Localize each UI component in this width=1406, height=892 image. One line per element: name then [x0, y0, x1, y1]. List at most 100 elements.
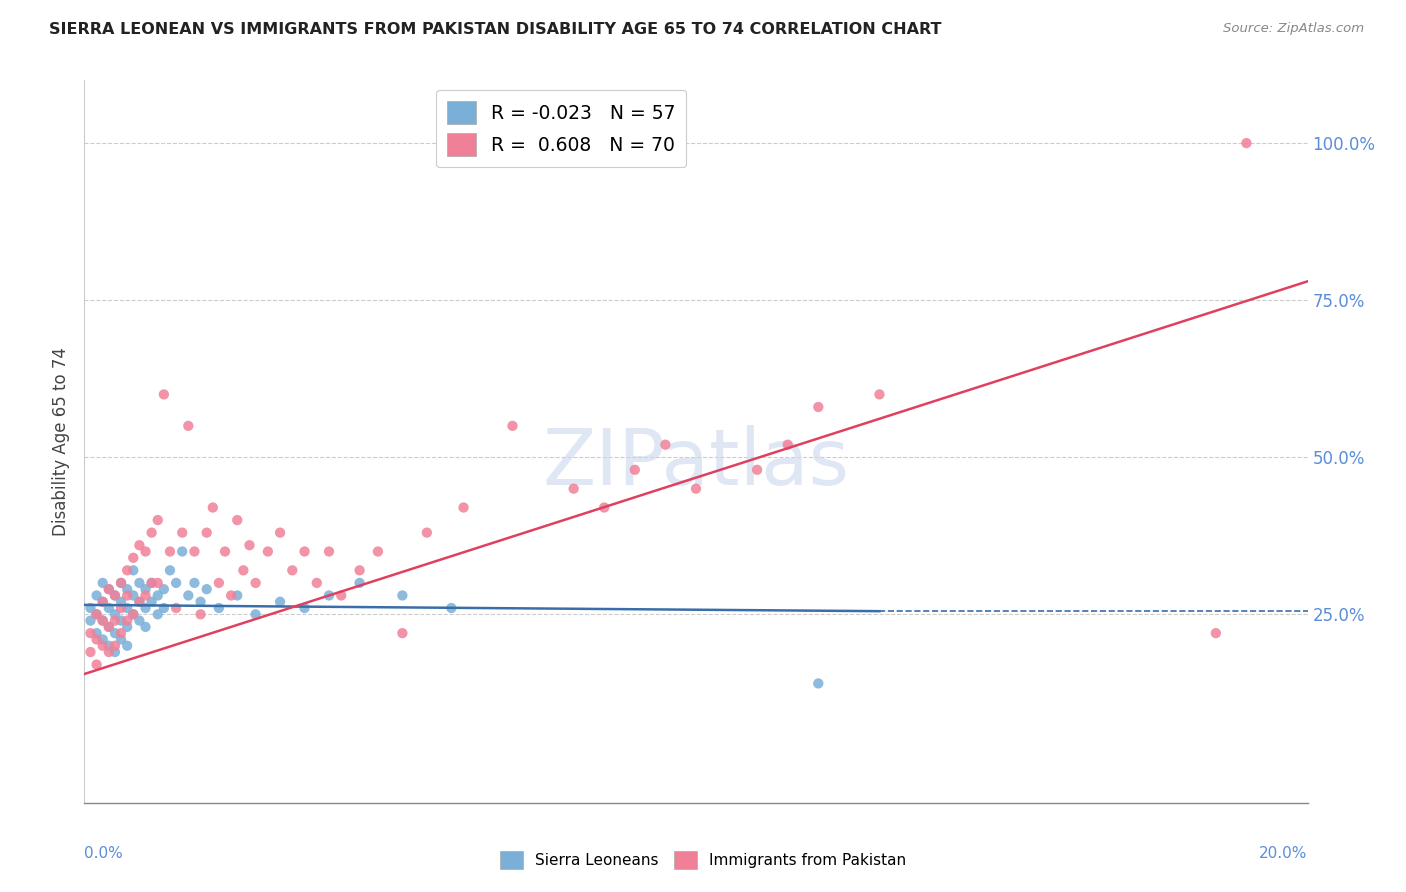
Point [294, 544, 316, 558]
Point [128, 595, 150, 609]
Point [593, 500, 616, 515]
Point [110, 614, 132, 628]
Point [201, 500, 224, 515]
Point [122, 550, 145, 565]
Point [177, 589, 200, 603]
Point [685, 482, 707, 496]
Point [97, 601, 120, 615]
Point [122, 563, 145, 577]
Point [104, 614, 127, 628]
Point [807, 676, 830, 690]
Point [128, 575, 150, 590]
Text: 0.0%: 0.0% [84, 847, 124, 861]
Point [269, 595, 291, 609]
Point [104, 589, 127, 603]
Point [86, 589, 108, 603]
Point [135, 589, 157, 603]
Point [128, 595, 150, 609]
Point [1205, 626, 1227, 640]
Point [115, 614, 138, 628]
Point [110, 601, 132, 615]
Point [122, 607, 145, 622]
Point [776, 438, 799, 452]
Legend: Sierra Leoneans, Immigrants from Pakistan: Sierra Leoneans, Immigrants from Pakista… [494, 845, 912, 875]
Point [208, 575, 231, 590]
Point [208, 601, 231, 615]
Point [91, 614, 114, 628]
Point [91, 575, 114, 590]
Point [349, 563, 371, 577]
Point [135, 544, 157, 558]
Point [305, 575, 328, 590]
Point [153, 582, 176, 597]
Point [104, 639, 127, 653]
Point [226, 513, 249, 527]
Point [79, 601, 101, 615]
Point [807, 400, 830, 414]
Point [153, 601, 176, 615]
Point [104, 626, 127, 640]
Point [110, 632, 132, 647]
Point [110, 575, 132, 590]
Point [172, 544, 194, 558]
Point [146, 607, 169, 622]
Point [269, 525, 291, 540]
Y-axis label: Disability Age 65 to 74: Disability Age 65 to 74 [52, 347, 70, 536]
Point [110, 575, 132, 590]
Point [869, 387, 891, 401]
Point [86, 632, 108, 647]
Point [115, 639, 138, 653]
Point [97, 639, 120, 653]
Point [110, 626, 132, 640]
Point [146, 513, 169, 527]
Point [79, 626, 101, 640]
Point [245, 607, 267, 622]
Point [104, 645, 127, 659]
Point [146, 575, 169, 590]
Point [654, 438, 676, 452]
Point [190, 607, 212, 622]
Point [183, 544, 205, 558]
Point [190, 595, 212, 609]
Point [153, 387, 176, 401]
Point [86, 607, 108, 622]
Point [257, 544, 280, 558]
Point [172, 525, 194, 540]
Point [91, 632, 114, 647]
Point [79, 645, 101, 659]
Point [91, 639, 114, 653]
Point [122, 589, 145, 603]
Text: 20.0%: 20.0% [1260, 847, 1308, 861]
Point [245, 575, 267, 590]
Text: ZIPatlas: ZIPatlas [543, 425, 849, 501]
Point [135, 582, 157, 597]
Point [97, 645, 120, 659]
Point [91, 614, 114, 628]
Point [97, 620, 120, 634]
Point [183, 575, 205, 590]
Point [238, 538, 260, 552]
Point [391, 589, 413, 603]
Point [79, 614, 101, 628]
Point [146, 589, 169, 603]
Point [453, 500, 475, 515]
Point [159, 544, 181, 558]
Point [214, 544, 236, 558]
Point [165, 601, 187, 615]
Point [104, 589, 127, 603]
Point [416, 525, 439, 540]
Point [318, 544, 340, 558]
Point [367, 544, 389, 558]
Point [349, 575, 371, 590]
Point [86, 626, 108, 640]
Point [562, 482, 585, 496]
Point [624, 463, 647, 477]
Point [318, 589, 340, 603]
Point [128, 538, 150, 552]
Point [747, 463, 769, 477]
Point [115, 582, 138, 597]
Point [86, 607, 108, 622]
Point [97, 582, 120, 597]
Point [226, 589, 249, 603]
Legend: R = -0.023   N = 57, R =  0.608   N = 70: R = -0.023 N = 57, R = 0.608 N = 70 [436, 90, 686, 168]
